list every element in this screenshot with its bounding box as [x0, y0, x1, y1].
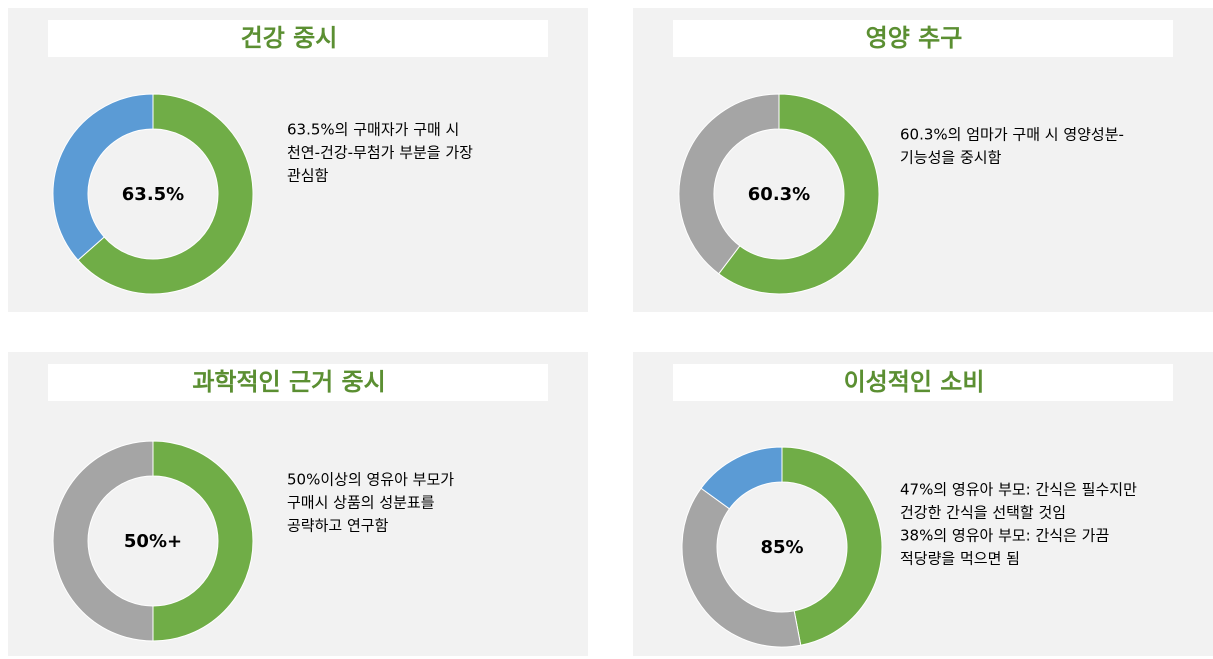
annotation-line: 38%의 영유아 부모: 간식은 가끔 — [900, 527, 1109, 545]
annotation-line: 건강한 간식을 선택할 것임 — [900, 504, 1066, 522]
donut-segment — [700, 446, 783, 510]
panel-title: 과학적인 근거 중시 — [192, 368, 385, 396]
center-label: 60.3% — [748, 184, 810, 205]
center-label: 50%+ — [124, 531, 182, 552]
center-label: 63.5% — [122, 184, 184, 205]
donut-segment — [77, 93, 254, 295]
center-label: 85% — [760, 537, 803, 558]
panel-title: 이성적인 소비 — [844, 368, 985, 396]
panel-title: 영양 추구 — [866, 24, 963, 52]
annotation-line: 적당량을 먹으면 됨 — [900, 550, 1020, 568]
annotation-line: 공략하고 연구함 — [287, 517, 389, 535]
annotation-line: 50%이상의 영유아 부모가 — [287, 471, 454, 489]
annotation-line: 63.5%의 구매자가 구매 시 — [287, 121, 459, 139]
title-box — [673, 20, 1173, 57]
title-box — [48, 20, 548, 57]
donut-segment — [781, 446, 883, 646]
donut-segment — [718, 93, 880, 295]
annotation-line: 47%의 영유아 부모: 간식은 필수지만 — [900, 481, 1137, 499]
donut-segment — [52, 440, 154, 642]
title-box — [48, 364, 548, 401]
donut-segment — [681, 487, 802, 648]
panel-title: 건강 중시 — [241, 24, 338, 52]
annotation-line: 구매시 상품의 성분표를 — [287, 494, 435, 512]
annotation-line: 60.3%의 엄마가 구매 시 영양성분- — [900, 126, 1124, 144]
annotation-line: 기능성을 중시함 — [900, 149, 1002, 167]
donut-segment — [52, 93, 154, 261]
annotation-line: 천연-건강-무첨가 부분을 가장 — [287, 144, 473, 162]
annotation-line: 관심함 — [287, 167, 329, 185]
donut-segment — [152, 440, 254, 642]
donut-segment — [678, 93, 780, 275]
title-box — [673, 364, 1173, 401]
